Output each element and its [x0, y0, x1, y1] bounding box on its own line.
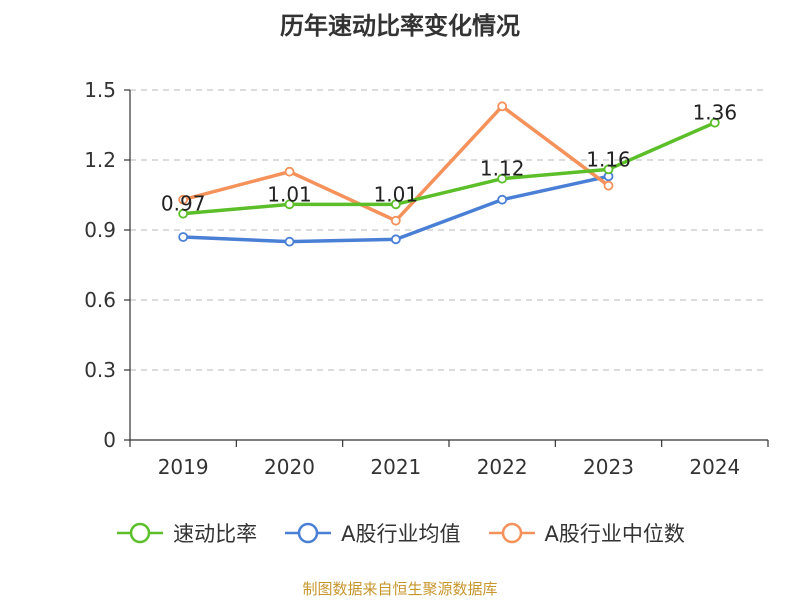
data-label: 1.36 — [693, 101, 738, 125]
y-tick-label: 0.9 — [84, 218, 116, 242]
legend-item[interactable]: A股行业中位数 — [487, 518, 685, 548]
axes: 0 0.3 0.6 0.9 1.2 1.5 2019 2020 2021 2022 2023 2024 — [84, 78, 769, 479]
y-tick-label: 1.5 — [84, 78, 116, 102]
data-labels: 0.97 1.01 1.01 1.12 1.16 1.36 — [161, 101, 737, 216]
chart-title: 历年速动比率变化情况 — [280, 12, 520, 40]
grid-lines — [130, 89, 768, 371]
data-point — [497, 194, 508, 205]
x-tick-label: 2019 — [158, 455, 209, 479]
data-point — [497, 173, 508, 184]
series — [178, 101, 720, 247]
data-point — [178, 194, 189, 205]
x-tick-label: 2024 — [689, 455, 740, 479]
x-tick-label: 2022 — [477, 455, 528, 479]
data-point — [284, 166, 295, 177]
data-point — [178, 232, 189, 242]
legend-label: A股行业中位数 — [544, 522, 685, 546]
data-point — [390, 215, 401, 226]
x-tick-label: 2023 — [583, 455, 634, 479]
legend-marker — [488, 522, 535, 544]
legend-marker — [117, 522, 164, 544]
legend-item[interactable]: 速动比率 — [115, 518, 257, 548]
data-point — [603, 180, 614, 191]
legend-label: 速动比率 — [173, 522, 258, 546]
x-tick-label: 2020 — [264, 455, 315, 479]
y-tick-label: 0.3 — [84, 358, 116, 382]
y-tick-label: 1.2 — [84, 148, 116, 172]
data-point — [497, 101, 508, 112]
y-tick-label: 0.6 — [84, 288, 116, 312]
legend: 速动比率 A股行业均值 A股行业中位数 — [0, 518, 800, 548]
data-point — [178, 208, 189, 219]
data-label: 1.12 — [480, 157, 525, 181]
data-point — [390, 199, 401, 210]
data-label: 1.16 — [586, 147, 631, 171]
data-point — [709, 117, 720, 128]
data-point — [284, 199, 295, 210]
legend-label: A股行业均值 — [341, 522, 461, 546]
series-line-0 — [181, 120, 717, 216]
x-tick-label: 2021 — [370, 455, 421, 479]
data-label: 0.97 — [161, 192, 206, 216]
data-point — [284, 236, 295, 247]
y-tick-label: 0 — [103, 428, 116, 452]
legend-item[interactable]: A股行业均值 — [283, 518, 461, 548]
data-label: 1.01 — [267, 182, 312, 206]
data-label: 1.01 — [374, 182, 419, 206]
data-point — [390, 234, 401, 245]
data-point — [603, 164, 614, 175]
legend-marker — [285, 522, 332, 544]
source-footer: 制图数据来自恒生聚源数据库 — [302, 580, 498, 598]
